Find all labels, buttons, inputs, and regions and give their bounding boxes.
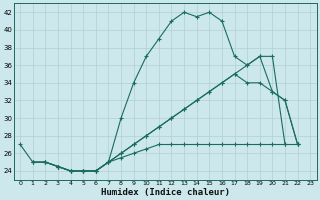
X-axis label: Humidex (Indice chaleur): Humidex (Indice chaleur) [101,188,230,197]
